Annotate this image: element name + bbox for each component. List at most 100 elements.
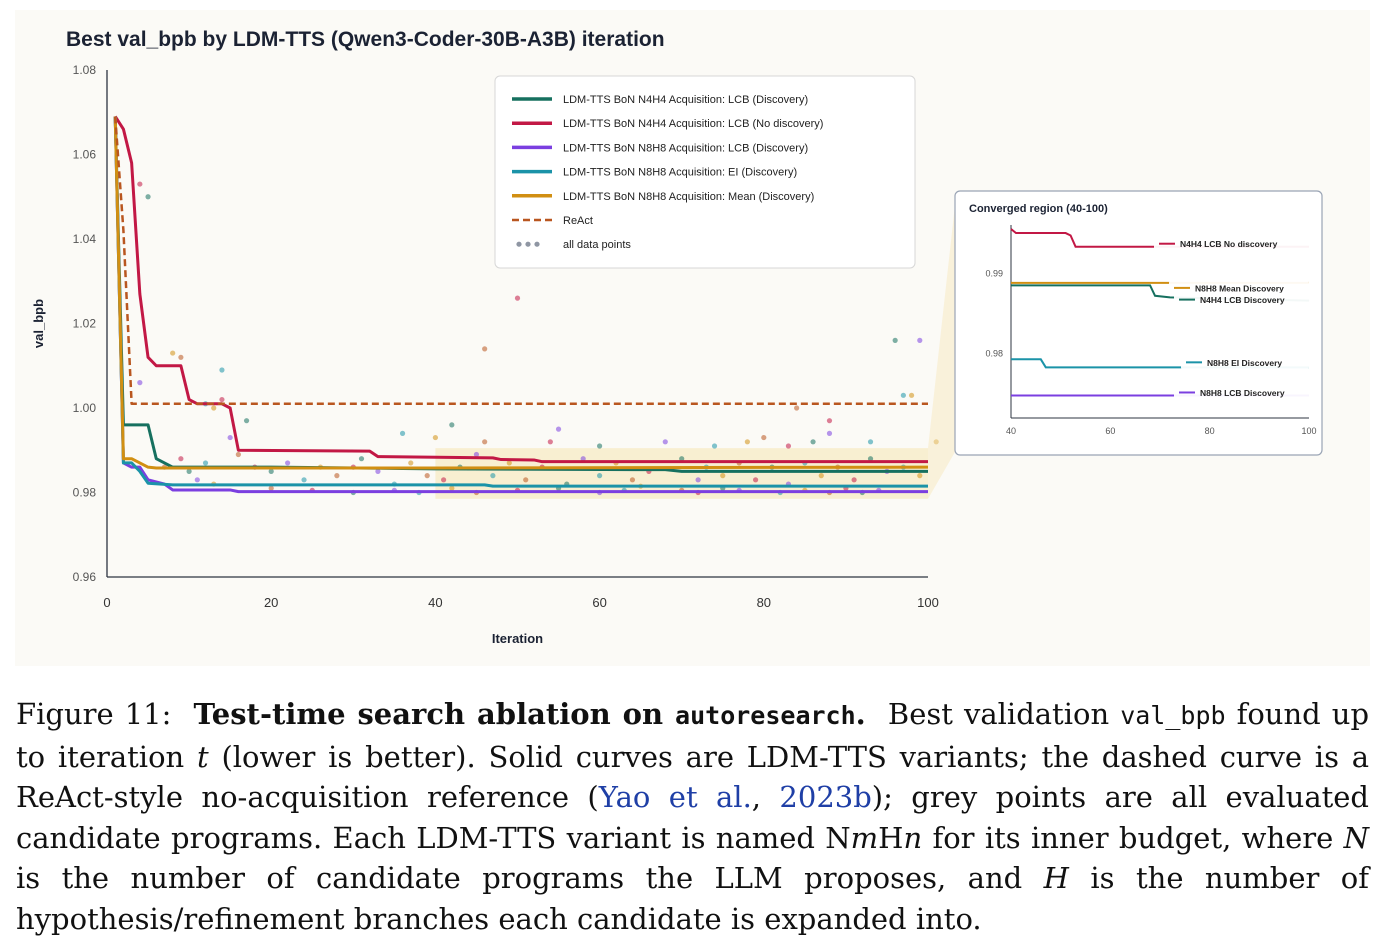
inset-label-bg <box>1174 292 1309 307</box>
scatter-point <box>695 477 701 483</box>
scatter-point <box>408 460 414 466</box>
caption-code: val_bpb <box>1120 701 1226 730</box>
legend-label: LDM-TTS BoN N4H4 Acquisition: LCB (Disco… <box>563 94 808 106</box>
inset-series-line <box>1010 228 1309 248</box>
x-tick-label: 60 <box>592 595 606 610</box>
inset-title: Converged region (40-100) <box>969 203 1108 215</box>
scatter-point <box>441 477 447 483</box>
scatter-point <box>235 451 241 458</box>
scatter-point <box>933 439 939 445</box>
scatter-point <box>482 346 488 352</box>
y-tick-label: 1.08 <box>73 63 97 77</box>
inset-x-tick-label: 40 <box>1006 426 1016 436</box>
scatter-point <box>917 337 923 343</box>
scatter-point <box>243 418 250 424</box>
figure-panel: 0.96 0.98 1.00 1.02 1.04 1.06 1.08 0 20 40 60 80 100… <box>15 10 1370 666</box>
scatter-point <box>219 396 225 403</box>
series-line <box>113 116 928 406</box>
citation-link-author[interactable]: Yao et al. <box>598 780 752 814</box>
inset-label-bg <box>1154 236 1309 251</box>
legend-label: all data points <box>563 239 631 251</box>
legend-box <box>494 75 916 269</box>
scatter-point <box>785 443 792 449</box>
x-tick-label: 0 <box>103 595 110 610</box>
inset-label: N8H8 Mean Discovery <box>1195 283 1284 293</box>
x-tick-label: 100 <box>917 595 939 610</box>
scatter-point <box>523 477 529 483</box>
citation-link-year[interactable]: 2023b <box>779 780 872 814</box>
scatter-point <box>761 434 767 441</box>
scatter-point <box>424 473 430 479</box>
inset-label-bg <box>1181 355 1309 370</box>
scatter-point <box>810 439 816 445</box>
scatter-point <box>268 485 274 491</box>
scatter-point <box>826 430 833 436</box>
inset-box <box>954 190 1323 456</box>
scatter-point <box>752 477 759 483</box>
inset-label-bg <box>1169 280 1309 295</box>
figure-label: Figure 11: <box>16 697 172 731</box>
legend-label: LDM-TTS BoN N8H8 Acquisition: Mean (Disc… <box>563 191 814 203</box>
scatter-point <box>178 456 184 462</box>
inset-x-tick-label: 100 <box>1301 426 1316 436</box>
scatter-point <box>867 456 874 462</box>
series-line <box>113 116 928 494</box>
scatter-point <box>227 434 233 441</box>
scatter-point <box>137 181 143 187</box>
main-chart: 0.96 0.98 1.00 1.02 1.04 1.06 1.08 0 20 40 60 80 100… <box>31 63 1323 646</box>
inset-series-line <box>1011 358 1309 369</box>
inset-connector <box>928 205 955 499</box>
scatter-point <box>145 194 151 200</box>
inset-label: N8H8 LCB Discovery <box>1200 388 1285 398</box>
scatter-point <box>744 439 750 445</box>
y-tick-label: 0.98 <box>73 486 97 500</box>
scatter-point <box>186 468 192 474</box>
scatter-point <box>580 456 586 462</box>
scatter-point <box>917 473 923 479</box>
scatter-point <box>432 434 438 441</box>
scatter-point <box>137 380 143 386</box>
scatter-point <box>597 473 603 479</box>
scatter-point <box>375 468 381 474</box>
scatter-point <box>514 295 521 301</box>
scatter-point <box>908 392 915 398</box>
x-tick-label: 80 <box>757 595 771 610</box>
scatter-point <box>285 460 291 466</box>
scatter-point <box>449 422 455 428</box>
chart-title: Best val_bpb by LDM-TTS (Qwen3-Coder-30B… <box>66 28 665 51</box>
scatter-point <box>597 443 603 449</box>
legend-label: LDM-TTS BoN N8H8 Acquisition: LCB (Disco… <box>563 142 808 154</box>
scatter-point <box>892 337 898 343</box>
x-tick-label: 20 <box>264 595 278 610</box>
legend-swatch-dot <box>516 241 522 247</box>
caption-text-1: Best validation <box>887 697 1110 731</box>
series-line <box>113 116 928 488</box>
series-line <box>113 116 929 470</box>
inset-label: N4H4 LCB Discovery <box>1200 295 1285 305</box>
scatter-point <box>720 473 726 479</box>
scatter-point <box>482 439 488 445</box>
scatter-point <box>826 418 833 424</box>
scatter-point <box>851 477 857 483</box>
scatter-point <box>334 473 340 479</box>
scatter-point <box>170 350 176 356</box>
scatter-point <box>358 456 365 462</box>
inset-label-bg <box>1174 385 1309 400</box>
scatter-point <box>679 456 685 462</box>
figure-caption: Figure 11: Test-time search ablation on … <box>16 697 1370 936</box>
caption-title: Test-time search ablation on autoresearc… <box>193 697 866 731</box>
x-tick-label: 40 <box>428 595 442 610</box>
scatter-point <box>662 439 668 445</box>
scatter-point <box>449 485 455 491</box>
x-axis-label: Iteration <box>492 631 543 646</box>
y-tick-label: 1.02 <box>73 317 97 331</box>
scatter-point <box>555 426 562 432</box>
y-tick-label: 1.00 <box>73 401 97 415</box>
scatter-point <box>399 430 406 436</box>
inset-y-tick-label: 0.98 <box>985 349 1003 359</box>
inset-label: N8H8 EI Discovery <box>1207 358 1282 368</box>
scatter-point <box>178 354 184 360</box>
scatter-point <box>194 477 200 483</box>
scatter-point <box>506 460 512 466</box>
legend-swatch-dot <box>534 241 540 247</box>
